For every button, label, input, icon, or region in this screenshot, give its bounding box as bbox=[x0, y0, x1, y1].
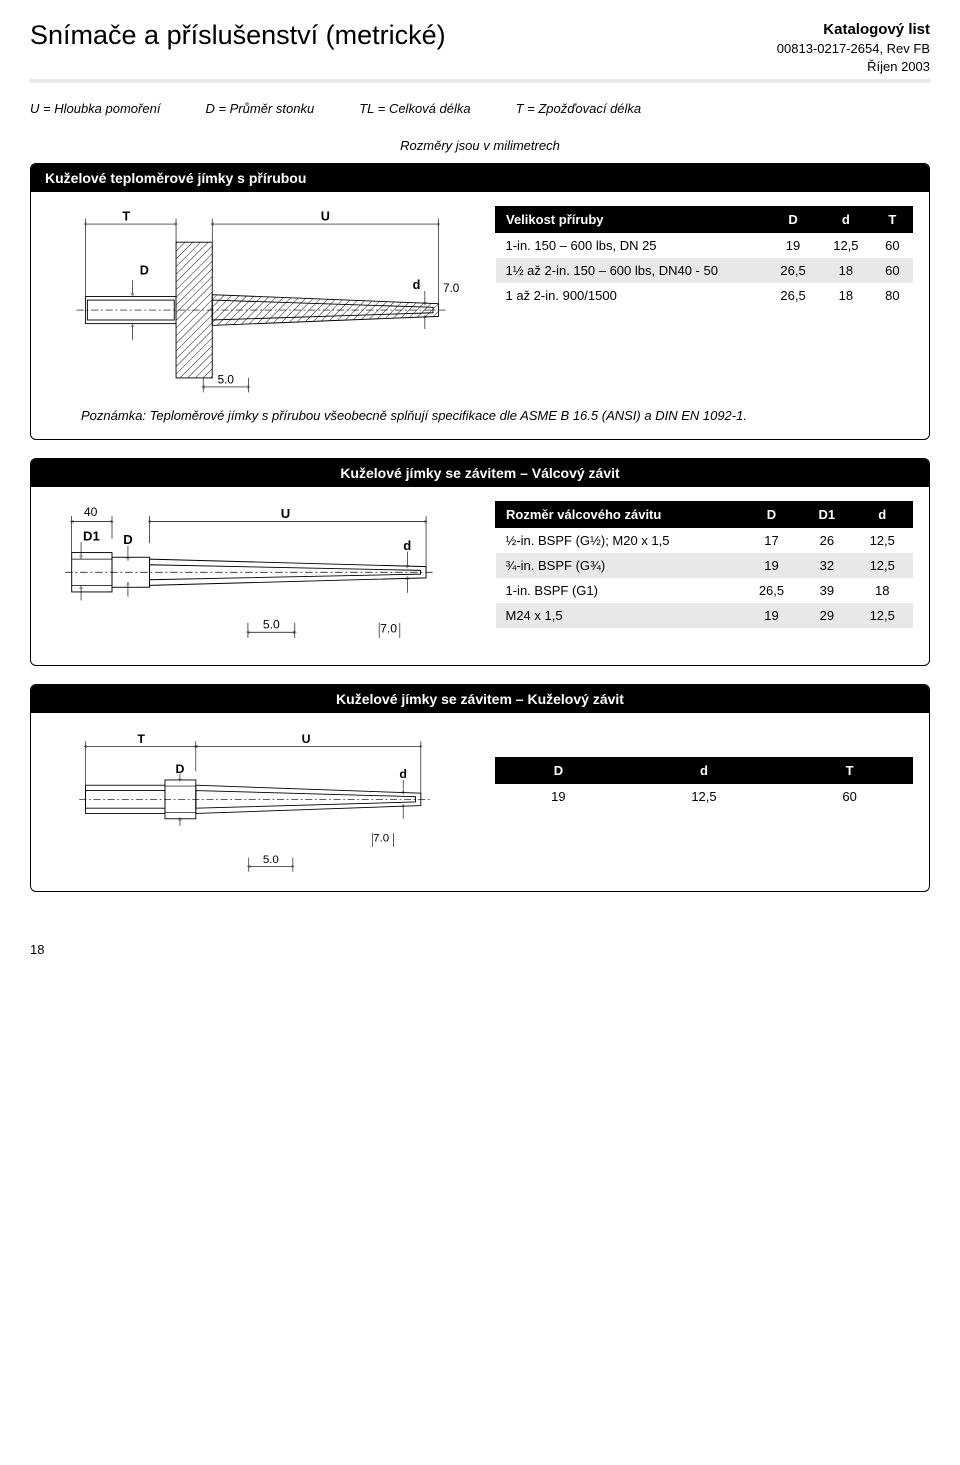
th-D: D bbox=[767, 207, 820, 233]
section-parallel-thread: Kuželové jímky se závitem – Válcový závi… bbox=[30, 458, 930, 666]
page-header: Snímače a příslušenství (metrické) Katal… bbox=[30, 20, 930, 83]
svg-text:D: D bbox=[140, 264, 149, 278]
section-parallel-title: Kuželové jímky se závitem – Válcový závi… bbox=[31, 459, 929, 487]
svg-text:U: U bbox=[281, 506, 290, 521]
section-flanged-title: Kuželové teploměrové jímky s přírubou bbox=[31, 164, 929, 192]
figure-taper: T U bbox=[47, 727, 477, 877]
svg-text:U: U bbox=[321, 210, 330, 224]
catalog-number: 00813-0217-2654, Rev FB bbox=[777, 40, 930, 58]
th-thread-size: Rozměr válcového závitu bbox=[496, 502, 742, 528]
table-row: ¾-in. BSPF (G¾) 19 32 12,5 bbox=[496, 553, 913, 578]
svg-text:T: T bbox=[122, 210, 130, 224]
tbody-flanged: 1-in. 150 – 600 lbs, DN 25 19 12,5 60 1½… bbox=[496, 233, 913, 309]
th-flange-size: Velikost příruby bbox=[496, 207, 767, 233]
legend-tl: TL = Celková délka bbox=[359, 101, 470, 116]
page-number: 18 bbox=[30, 942, 930, 957]
table-row: M24 x 1,5 19 29 12,5 bbox=[496, 603, 913, 628]
legend-u: U = Hloubka pomoření bbox=[30, 101, 160, 116]
section-flanged: Kuželové teploměrové jímky s přírubou T … bbox=[30, 163, 930, 440]
table-row: ½-in. BSPF (G½); M20 x 1,5 17 26 12,5 bbox=[496, 528, 913, 554]
svg-text:7.0: 7.0 bbox=[443, 282, 460, 295]
legend-d: D = Průměr stonku bbox=[205, 101, 314, 116]
svg-text:d: d bbox=[399, 768, 407, 782]
th-d: d bbox=[621, 758, 786, 784]
th-d: d bbox=[852, 502, 913, 528]
svg-text:7.0: 7.0 bbox=[373, 833, 389, 845]
legend-t: T = Zpožďovací délka bbox=[516, 101, 642, 116]
svg-text:D: D bbox=[123, 532, 132, 547]
th-D1: D1 bbox=[802, 502, 852, 528]
svg-text:7.0: 7.0 bbox=[380, 622, 397, 636]
dimensions-note: Rozměry jsou v milimetrech bbox=[30, 138, 930, 153]
table-row: 1-in. BSPF (G1) 26,5 39 18 bbox=[496, 578, 913, 603]
table-parallel: Rozměr válcového závitu D D1 d ½-in. BSP… bbox=[495, 501, 913, 628]
table-row: 1 až 2-in. 900/1500 26,5 18 80 bbox=[496, 283, 913, 308]
svg-text:T: T bbox=[137, 732, 145, 746]
svg-text:d: d bbox=[413, 279, 421, 293]
svg-text:D1: D1 bbox=[83, 529, 100, 544]
th-d: d bbox=[819, 207, 872, 233]
catalog-label: Katalogový list bbox=[777, 20, 930, 40]
th-D: D bbox=[496, 758, 622, 784]
page-title-left: Snímače a příslušenství (metrické) bbox=[30, 20, 446, 51]
svg-text:d: d bbox=[403, 538, 411, 553]
figure-parallel: 40 D1 D U bbox=[47, 501, 477, 651]
table-row: 1-in. 150 – 600 lbs, DN 25 19 12,5 60 bbox=[496, 233, 913, 259]
figure-flanged: T U D d bbox=[47, 206, 477, 396]
section-taper-title: Kuželové jímky se závitem – Kuželový záv… bbox=[31, 685, 929, 713]
svg-text:U: U bbox=[302, 732, 311, 746]
catalog-date: Říjen 2003 bbox=[777, 58, 930, 76]
svg-text:5.0: 5.0 bbox=[263, 854, 279, 866]
th-D: D bbox=[741, 502, 802, 528]
legend-row: U = Hloubka pomoření D = Průměr stonku T… bbox=[30, 101, 930, 116]
th-T: T bbox=[787, 758, 913, 784]
page-title-right: Katalogový list 00813-0217-2654, Rev FB … bbox=[777, 20, 930, 75]
table-flanged: Velikost příruby D d T 1-in. 150 – 600 l… bbox=[495, 206, 913, 308]
svg-text:40: 40 bbox=[84, 505, 98, 519]
table-taper: D d T 19 12,5 60 bbox=[495, 727, 913, 809]
section-flanged-note: Poznámka: Teploměrové jímky s přírubou v… bbox=[31, 396, 929, 425]
th-T: T bbox=[872, 207, 912, 233]
svg-text:5.0: 5.0 bbox=[218, 374, 235, 387]
section-taper-thread: Kuželové jímky se závitem – Kuželový záv… bbox=[30, 684, 930, 892]
table-row: 19 12,5 60 bbox=[496, 784, 913, 810]
table-row: 1½ až 2-in. 150 – 600 lbs, DN40 - 50 26,… bbox=[496, 258, 913, 283]
svg-text:5.0: 5.0 bbox=[263, 618, 280, 632]
